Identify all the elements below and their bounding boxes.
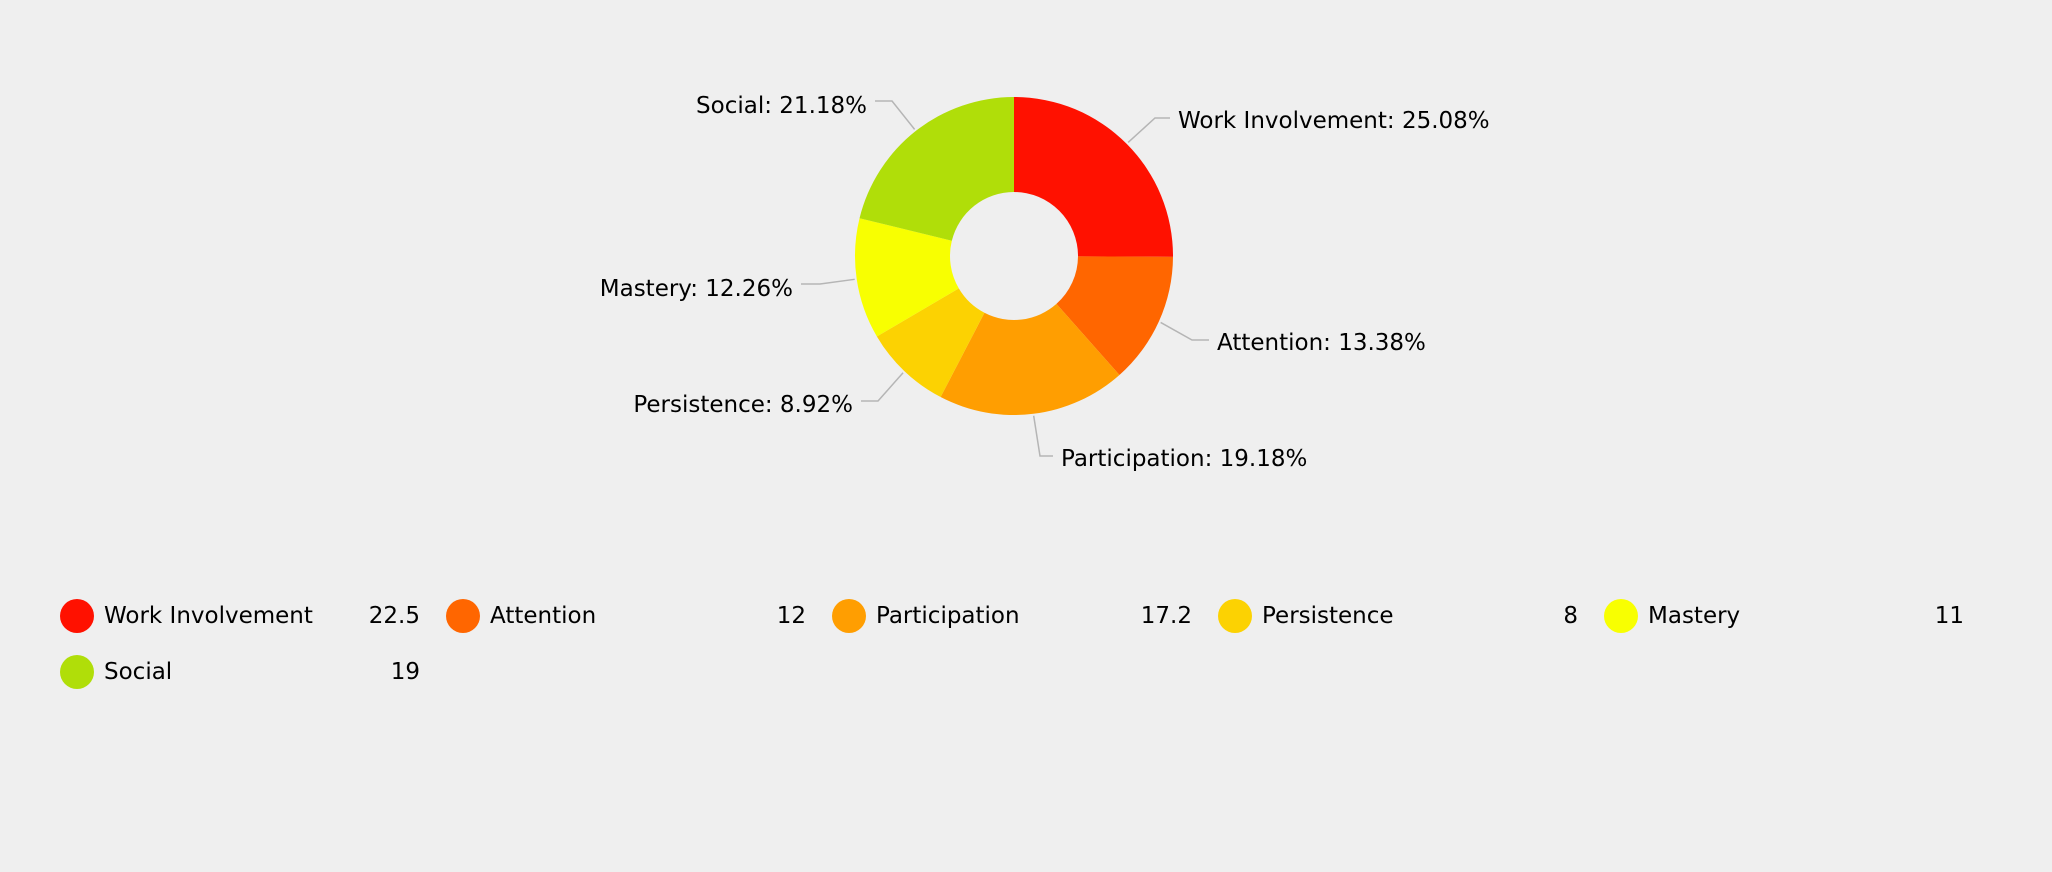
slice-label-attention: Attention: 13.38% — [1217, 330, 1426, 356]
leader-line-participation — [1032, 415, 1053, 457]
leader-line-work-involvement — [1127, 117, 1170, 144]
legend-label: Participation — [876, 603, 1020, 629]
legend-label: Mastery — [1648, 603, 1741, 629]
donut-slices — [854, 97, 1173, 416]
slice-label-persistence: Persistence: 8.92% — [633, 392, 853, 418]
slice-label-social: Social: 21.18% — [696, 93, 867, 119]
legend-item-social[interactable]: Social 19 — [60, 652, 420, 692]
slice-mastery[interactable] — [854, 218, 959, 337]
slice-attention[interactable] — [1056, 256, 1173, 376]
slice-social[interactable] — [859, 97, 1014, 241]
leader-line-attention — [1160, 321, 1209, 341]
legend-item-persistence[interactable]: Persistence 8 — [1218, 596, 1578, 636]
legend-value: 17.2 — [1140, 603, 1192, 629]
legend-marker — [832, 599, 866, 633]
slice-labels: Work Involvement: 25.08% Attention: 13.38… — [600, 93, 1490, 472]
legend-value: 8 — [1563, 603, 1578, 629]
legend-label: Attention — [490, 603, 597, 629]
legend-item-mastery[interactable]: Mastery 11 — [1604, 596, 1964, 636]
legend-label: Work Involvement — [104, 603, 313, 629]
leader-line-persistence — [861, 372, 904, 402]
slice-work-involvement[interactable] — [1014, 97, 1173, 257]
slice-label-mastery: Mastery: 12.26% — [600, 276, 793, 302]
slice-label-participation: Participation: 19.18% — [1061, 446, 1307, 472]
leader-line-social — [875, 100, 916, 130]
legend-item-attention[interactable]: Attention 12 — [446, 596, 806, 636]
leader-line-mastery — [801, 278, 855, 285]
legend-marker — [60, 599, 94, 633]
legend-item-work-involvement[interactable]: Work Involvement 22.5 — [60, 596, 420, 636]
legend-item-participation[interactable]: Participation 17.2 — [832, 596, 1192, 636]
legend-label: Social — [104, 659, 173, 685]
legend-marker — [1218, 599, 1252, 633]
legend-value: 12 — [776, 603, 806, 629]
legend-value: 22.5 — [368, 603, 420, 629]
legend-marker — [446, 599, 480, 633]
slice-persistence[interactable] — [876, 288, 985, 398]
legend-value: 19 — [390, 659, 420, 685]
legend-marker — [1604, 599, 1638, 633]
label-leader-lines — [801, 100, 1209, 457]
legend-marker — [60, 655, 94, 689]
legend-value: 11 — [1934, 603, 1964, 629]
slice-participation[interactable] — [940, 303, 1120, 416]
donut-chart: Work Involvement: 25.08% Attention: 13.38… — [600, 93, 1490, 472]
legend-label: Persistence — [1262, 603, 1394, 629]
slice-label-work-involvement: Work Involvement: 25.08% — [1178, 108, 1490, 134]
